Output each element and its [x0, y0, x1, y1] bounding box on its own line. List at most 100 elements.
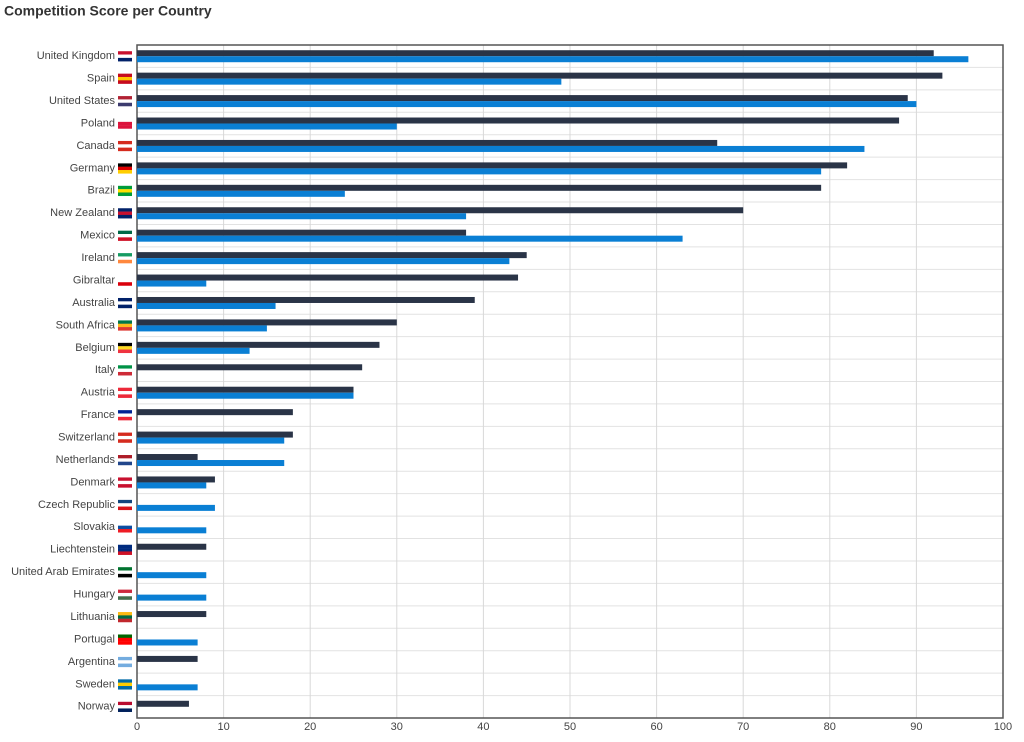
y-tick-label: Brazil: [87, 185, 115, 197]
bar: [137, 252, 527, 259]
y-tick-label: Hungary: [73, 589, 115, 601]
flag: [118, 237, 132, 241]
bar: [137, 72, 943, 79]
flag: [118, 660, 132, 664]
bar: [137, 454, 198, 461]
bar: [137, 117, 900, 124]
x-tick-label: 0: [134, 721, 140, 733]
flag: [118, 125, 132, 129]
flag: [118, 371, 132, 376]
flag: [118, 189, 132, 193]
x-tick-label: 10: [217, 721, 229, 733]
bar: [137, 101, 917, 108]
flag: [118, 439, 132, 443]
y-tick-label: Australia: [72, 297, 116, 309]
bar: [137, 341, 380, 348]
flag: [118, 256, 132, 260]
y-tick-label: Switzerland: [58, 431, 115, 443]
flag: [118, 503, 132, 507]
y-tick-label: Austria: [81, 387, 116, 399]
flag: [118, 323, 132, 328]
bar: [137, 392, 354, 399]
bar: [137, 168, 822, 175]
bar: [137, 655, 198, 662]
bar: [137, 302, 276, 309]
flag: [118, 278, 132, 283]
flag: [118, 663, 132, 668]
flag: [118, 99, 132, 103]
y-tick-label: United States: [49, 95, 116, 107]
flag: [118, 477, 132, 481]
plot-border: [136, 44, 1004, 719]
flag: [118, 682, 132, 687]
bar: [137, 611, 207, 618]
y-tick-label: South Africa: [56, 319, 116, 331]
bar: [137, 431, 293, 438]
y-tick-label: Liechtenstein: [50, 544, 115, 556]
flag: [118, 522, 132, 526]
flag: [118, 391, 132, 395]
flag: [118, 686, 132, 690]
y-tick-label: Denmark: [70, 476, 115, 488]
flag: [118, 548, 132, 552]
flag: [118, 458, 132, 462]
y-tick-label: Czech Republic: [38, 499, 116, 511]
bar: [137, 639, 198, 646]
flag: [118, 346, 132, 350]
bar: [137, 213, 467, 220]
y-tick-label: Spain: [87, 73, 115, 85]
x-tick-label: 80: [824, 721, 836, 733]
bar: [137, 543, 207, 550]
flag: [118, 679, 132, 683]
flag: [118, 701, 132, 706]
bar: [137, 296, 475, 303]
x-tick-label: 50: [564, 721, 576, 733]
y-tick-label: Italy: [95, 364, 116, 376]
flag: [118, 253, 132, 257]
flag: [118, 484, 132, 488]
bar: [137, 527, 207, 534]
y-tick-label: Norway: [78, 701, 116, 713]
flag: [118, 596, 132, 600]
bar: [137, 700, 189, 707]
y-tick-label: France: [81, 409, 115, 421]
flag: [118, 480, 132, 485]
flag: [118, 432, 132, 437]
bar: [137, 274, 519, 281]
bar: [137, 504, 215, 511]
flag: [118, 297, 132, 302]
bar: [137, 594, 207, 601]
flag: [118, 567, 132, 571]
x-tick-label: 70: [737, 721, 749, 733]
flag: [118, 275, 132, 280]
flag: [118, 368, 132, 373]
y-tick-label: Ireland: [81, 252, 115, 264]
y-tick-label: Portugal: [74, 633, 115, 645]
y-tick-label: Sweden: [75, 678, 115, 690]
bar: [137, 386, 354, 393]
y-tick-label: Slovakia: [73, 521, 115, 533]
flag: [118, 528, 132, 533]
bar: [137, 123, 397, 130]
bar: [137, 50, 934, 57]
flag: [118, 166, 132, 171]
flag: [118, 185, 132, 190]
flag: [118, 637, 132, 642]
flag: [118, 121, 132, 126]
flag: [118, 282, 132, 286]
flag: [118, 544, 132, 549]
flag: [118, 705, 132, 709]
flag: [118, 57, 132, 62]
chart-title: Competition Score per Country: [4, 3, 212, 19]
flag: [118, 73, 132, 78]
flag: [118, 641, 132, 645]
flag: [118, 387, 132, 392]
bar: [137, 347, 250, 354]
flag: [118, 461, 132, 466]
y-tick-label: Canada: [76, 140, 115, 152]
bar: [137, 139, 718, 146]
flag: [118, 589, 132, 594]
bar: [137, 78, 562, 85]
bar: [137, 364, 363, 371]
flag: [118, 163, 132, 167]
